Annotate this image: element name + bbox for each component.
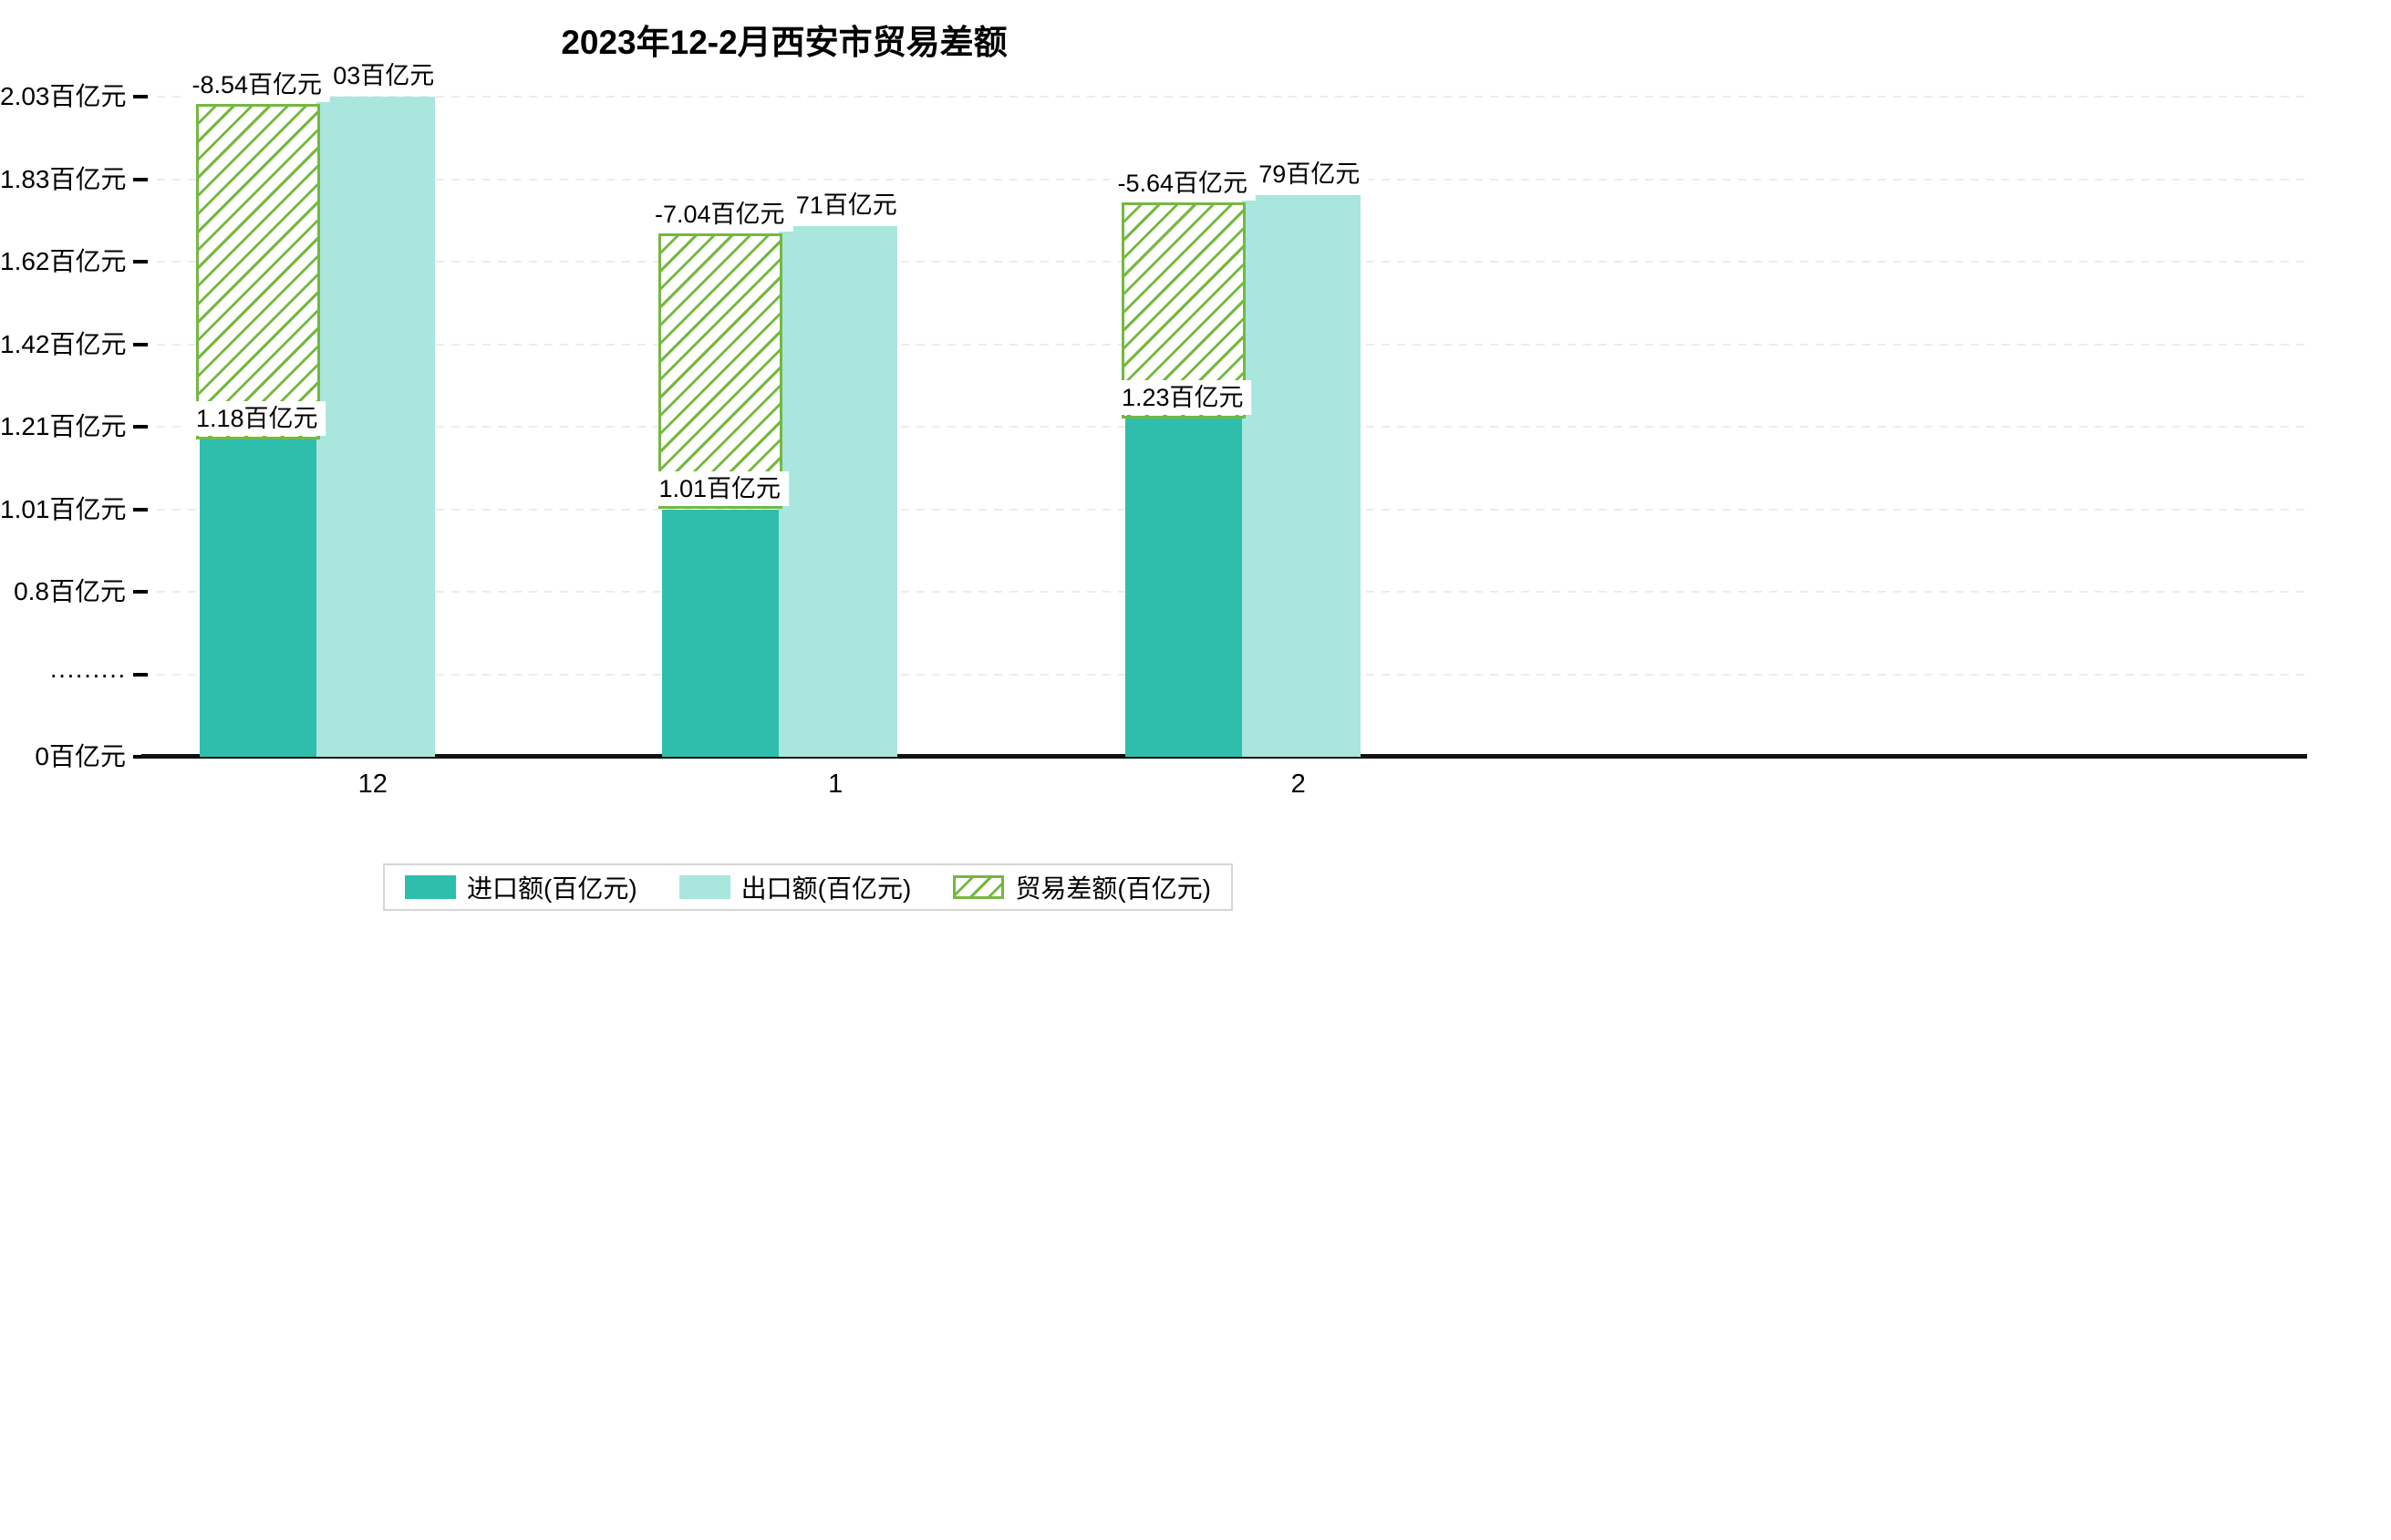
chart-title: 2023年12-2月西安市贸易差额 xyxy=(561,24,1008,61)
legend-label: 进口额(百亿元) xyxy=(467,874,637,903)
label-import-1: 1.01百亿元 xyxy=(650,470,790,506)
y-tick-label: 2.03百亿元 xyxy=(0,82,127,110)
legend-item-0: 进口额(百亿元) xyxy=(405,869,637,905)
gridline xyxy=(141,96,2307,98)
y-tick-label: 1.83百亿元 xyxy=(0,164,127,193)
x-tick-label-2: 2 xyxy=(1290,770,1306,799)
bar-import-2 xyxy=(1124,419,1242,757)
label-import-12: 1.18百亿元 xyxy=(187,400,326,436)
legend-swatch-import-icon xyxy=(405,875,456,899)
bar-export-12 xyxy=(316,97,435,757)
label-export-2: 79百亿元 xyxy=(1250,156,1369,191)
y-tick-mark xyxy=(133,507,148,512)
bar-export-2 xyxy=(1241,194,1361,757)
label-export-1: 71百亿元 xyxy=(787,188,906,223)
y-tick-label: 0.8百亿元 xyxy=(14,577,126,605)
x-tick-label-12: 12 xyxy=(357,770,388,799)
y-tick-mark xyxy=(133,177,148,181)
legend-swatch-export-icon xyxy=(678,875,730,899)
y-tick-mark xyxy=(133,590,148,594)
y-tick-label: 1.62百亿元 xyxy=(0,247,127,275)
y-tick-mark xyxy=(133,95,148,98)
y-tick-mark xyxy=(133,755,148,759)
x-tick-label-1: 1 xyxy=(828,770,844,799)
legend: 进口额(百亿元) 出口额(百亿元) 贸易差额(百亿元) xyxy=(383,863,1233,911)
bar-import-1 xyxy=(662,509,780,757)
label-trade-balance-2: -5.64百亿元 xyxy=(1109,165,1257,201)
y-tick-label: 1.01百亿元 xyxy=(0,494,127,523)
y-tick-mark xyxy=(133,260,148,264)
label-trade-balance-12: -8.54百亿元 xyxy=(183,67,331,102)
legend-item-1: 出口额(百亿元) xyxy=(678,869,912,905)
bar-import-12 xyxy=(199,439,316,757)
bar-export-1 xyxy=(779,226,898,757)
y-tick-mark xyxy=(133,425,148,429)
y-tick-mark xyxy=(133,342,148,346)
y-tick-label: 0百亿元 xyxy=(35,742,126,770)
y-tick-label: 1.42百亿元 xyxy=(0,329,127,358)
bar-trade-balance-1 xyxy=(658,233,783,510)
legend-item-2: 贸易差额(百亿元) xyxy=(953,869,1211,905)
y-tick-label: 1.21百亿元 xyxy=(0,412,127,440)
label-import-2: 1.23百亿元 xyxy=(1113,380,1252,416)
legend-swatch-balance-icon xyxy=(953,875,1005,899)
legend-label: 贸易差额(百亿元) xyxy=(1015,874,1211,903)
label-trade-balance-1: -7.04百亿元 xyxy=(646,197,793,233)
legend-label: 出口额(百亿元) xyxy=(740,874,912,903)
y-tick-mark xyxy=(133,672,148,677)
label-export-12: 03百亿元 xyxy=(325,58,443,93)
bar-trade-balance-12 xyxy=(195,104,320,439)
y-tick-label: ········· xyxy=(49,659,126,688)
